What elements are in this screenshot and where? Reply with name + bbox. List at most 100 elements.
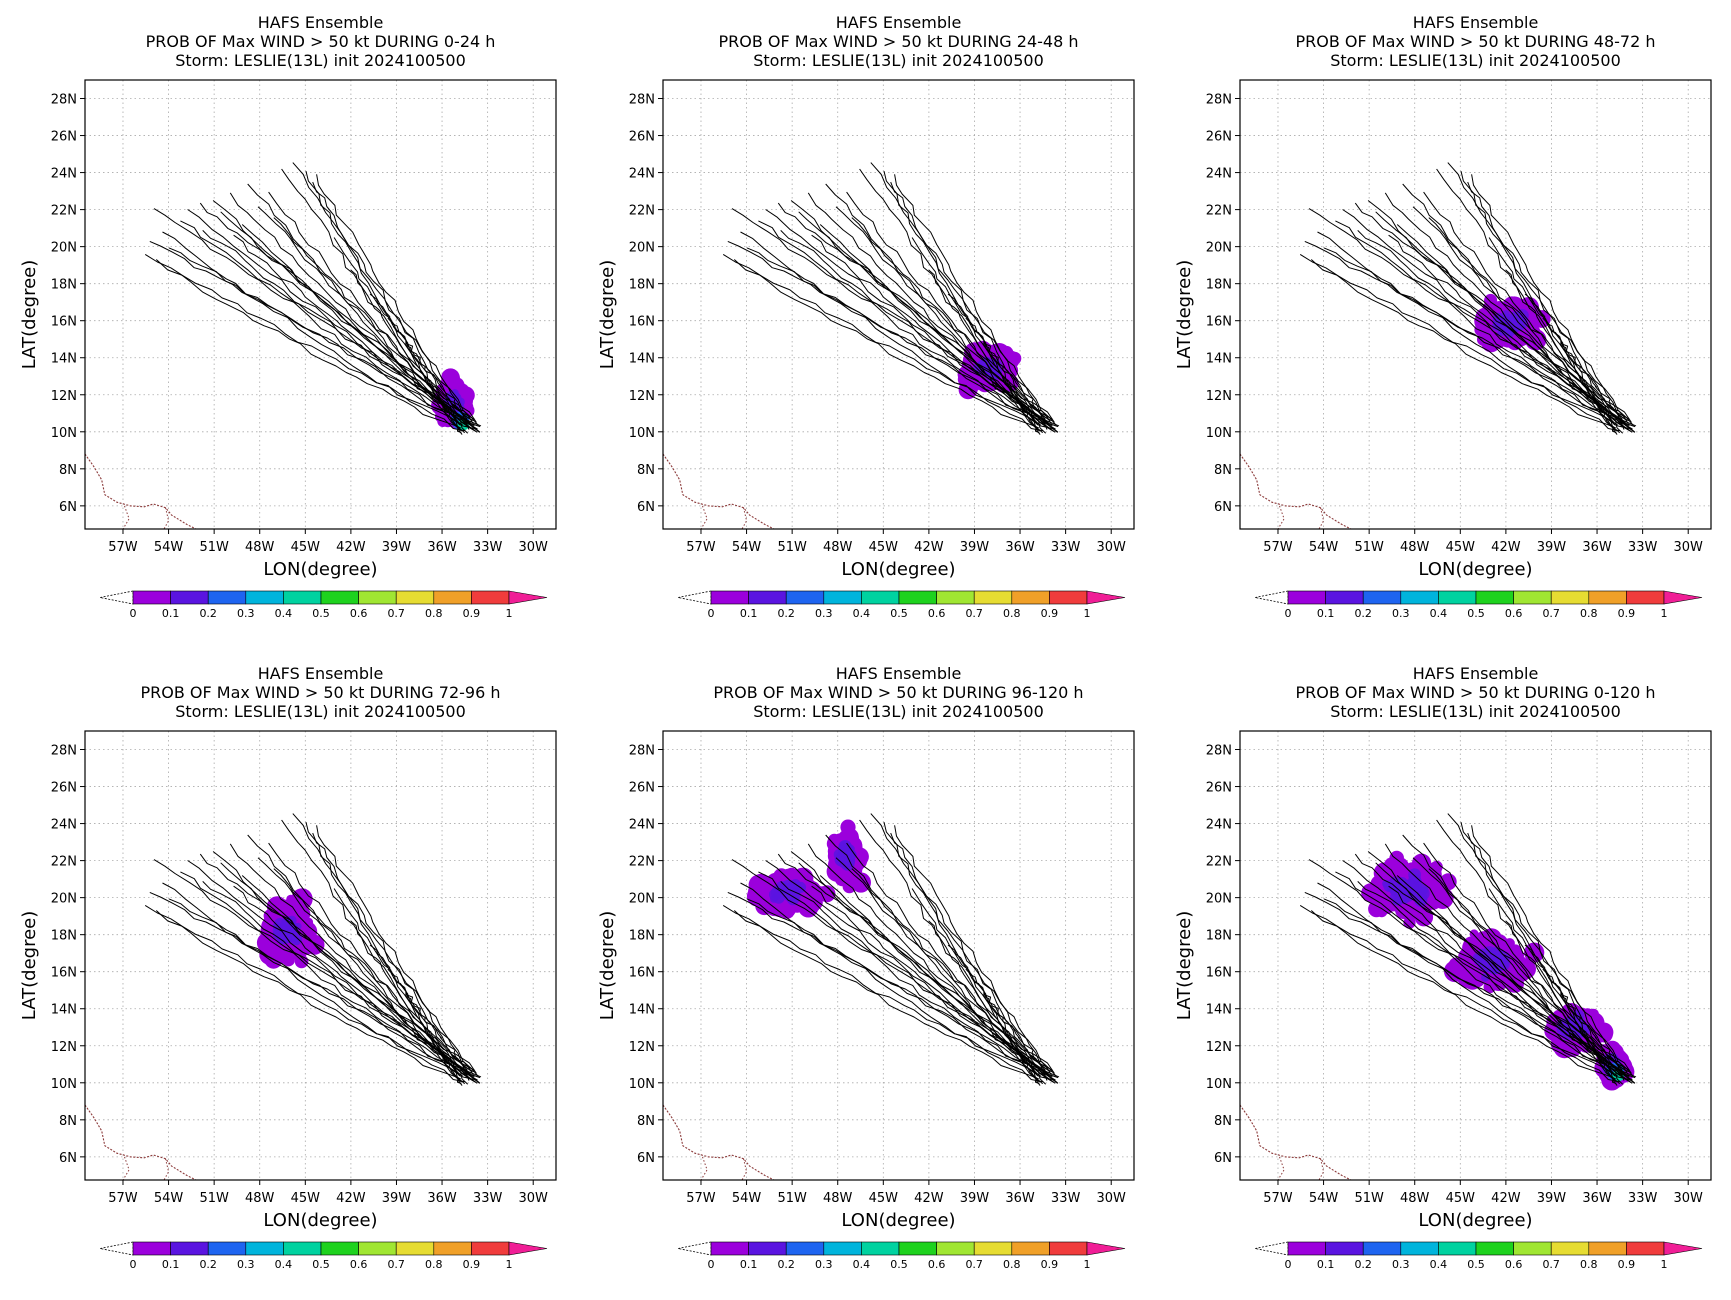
colorbar-label: 0.8 [425,1258,443,1271]
ensemble-track [350,269,463,435]
ensemble-track [387,968,462,1085]
tick-label-lon: 54W [154,1191,184,1206]
coastline [85,453,197,529]
colorbar-label: 0.7 [965,607,983,620]
ensemble-track [1467,181,1634,426]
plot-area [663,80,1134,529]
colorbar-segment [1362,1241,1402,1256]
probability-cell [1439,873,1457,891]
colorbar-label: 0 [130,607,137,620]
y-axis-label: LAT(degree) [597,260,618,369]
colorbar-under-arrow [1254,1241,1289,1256]
tick-label-lat: 28N [51,93,77,108]
colorbar-label: 0.6 [350,1258,368,1271]
colorbar-segment [1325,590,1364,605]
ensemble-tracks [144,813,482,1086]
colorbar-segment [170,590,209,605]
colorbar-segment [471,590,510,605]
colorbar-label: 0.3 [815,1258,833,1271]
y-axis-label: LAT(degree) [597,911,618,1020]
colorbar-segment [785,590,825,605]
probability-cell [769,888,781,901]
ensemble-track [1436,168,1616,426]
country-border [741,1158,748,1180]
tick-label-lon: 45W [1446,540,1476,555]
colorbar-segment [283,590,322,605]
ensemble-track [233,234,476,432]
ensemble-track [746,247,1055,431]
tick-label-lon: 57W [1263,540,1293,555]
tick-label-lon: 48W [823,1191,853,1206]
colorbar-label: 0.1 [740,1258,758,1271]
panel-title-storm: Storm: LESLIE(13L) init 2024100500 [175,51,466,70]
colorbar-label: 0.4 [1430,607,1448,620]
tick-label-lat: 14N [629,1003,655,1018]
ensemble-track [149,891,478,1081]
colorbar-label: 0.5 [312,607,330,620]
colorbar-segment [395,1241,435,1256]
ensemble-track [144,904,476,1081]
ensemble-track [153,859,475,1071]
tick-label-lat: 6N [1214,1151,1232,1166]
colorbar: 0 0.1 0.2 0.3 0.4 0.5 0.6 0.7 0.8 0.9 1 [99,1241,548,1271]
probability-cell [1419,894,1428,902]
ensemble-track [1375,211,1630,427]
coastline [663,1104,775,1180]
country-border [163,507,170,529]
ensemble-track [1299,253,1631,430]
colorbar-segment [245,1241,284,1256]
tick-label-lat: 26N [629,130,655,145]
ensemble-track [281,819,461,1077]
ensemble-track [851,217,1052,422]
ensemble-track [1471,825,1627,1072]
tick-label-lat: 18N [1206,278,1232,293]
tick-label-lon: 42W [336,1191,366,1206]
tick-label-lon: 36W [427,1191,457,1206]
tick-label-lat: 16N [51,966,77,981]
tick-label-lat: 18N [51,929,77,944]
country-border [1318,507,1325,529]
tick-label-lon: 45W [869,1191,899,1206]
ensemble-track [1471,174,1627,421]
country-border [741,507,748,529]
colorbar-label: 0.6 [1505,607,1523,620]
colorbar-label: 0.9 [1041,1258,1059,1271]
ensemble-track [894,825,1050,1072]
panel-title-model: HAFS Ensemble [1413,664,1539,683]
colorbar-segment [861,1241,900,1256]
probability-cell [1389,893,1397,900]
colorbar-label: 1 [1661,607,1668,620]
colorbar-label: 0.3 [815,607,833,620]
plot-frame [84,79,557,530]
tick-label-lat: 8N [1214,463,1232,478]
tick-label-lat: 26N [51,781,77,796]
ensemble-track [1357,881,1636,1084]
tick-label-lat: 6N [637,500,655,515]
ensemble-track [1436,819,1616,1077]
x-axis-label: LON(degree) [841,559,955,580]
tick-label-lat: 28N [1206,744,1232,759]
panel-title-model: HAFS Ensemble [258,13,384,32]
plot-frame [1239,730,1712,1181]
tick-label-lat: 22N [51,204,77,219]
colorbar-over-arrow [1086,1241,1126,1256]
panel-title-variable: PROB OF Max WIND > 50 kt DURING 24-48 h [719,32,1079,51]
tick-label-lon: 42W [914,1191,944,1206]
tick-label-lat: 26N [1206,781,1232,796]
ensemble-track [405,340,481,428]
ensemble-tracks [722,162,1060,435]
tick-label-lat: 22N [51,855,77,870]
plot-frame [1239,79,1712,530]
ensemble-track [846,842,1039,1075]
tick-label-lon: 39W [382,540,412,555]
plot-frame [662,730,1135,1181]
panel-title-model: HAFS Ensemble [836,13,962,32]
probability-cell [291,934,300,943]
colorbar-under-arrow [677,1241,712,1256]
ensemble-track [1524,944,1623,1071]
colorbar-over-arrow [1086,590,1126,605]
ensemble-track [859,168,1039,426]
colorbar-label: 0 [708,607,715,620]
tick-label-lat: 12N [629,389,655,404]
ensemble-track [846,191,1039,424]
